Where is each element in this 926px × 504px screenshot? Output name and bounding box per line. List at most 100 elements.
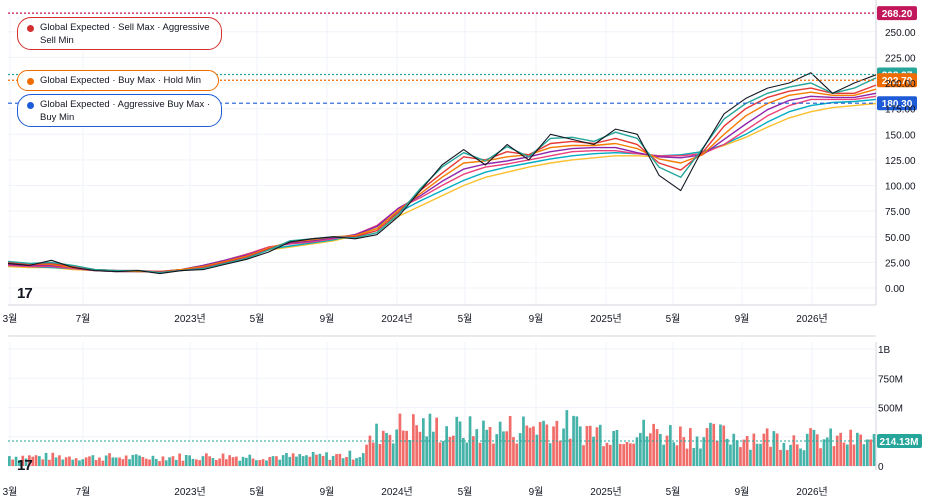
price-y-tick-label: 25.00	[885, 258, 910, 269]
volume-bar	[495, 434, 499, 466]
volume-bar	[225, 459, 228, 466]
volume-bar	[388, 434, 392, 466]
price-x-tick-label: 5월	[458, 313, 473, 325]
volume-bar	[582, 445, 585, 466]
volume-bar	[508, 416, 512, 466]
volume-bar	[174, 459, 178, 466]
price-y-tick-label: 150.00	[885, 130, 916, 141]
volume-bar	[525, 425, 529, 466]
volume-bar	[779, 449, 782, 466]
legend-label-sell: Global Expected · Sell Max · Aggressive …	[40, 22, 210, 46]
volume-bar	[248, 454, 252, 466]
volume-bar	[715, 441, 719, 466]
volume-bar	[872, 434, 876, 466]
volume-bar	[492, 443, 495, 466]
volume-x-tick-label: 2026년	[796, 486, 827, 498]
volume-bar	[862, 444, 866, 466]
volume-bar	[412, 414, 415, 466]
volume-bar	[462, 438, 465, 466]
volume-bar	[141, 457, 145, 466]
volume-bar	[662, 444, 665, 466]
legend-sell-max[interactable]: Global Expected · Sell Max · Aggressive …	[17, 17, 222, 50]
volume-bar	[245, 457, 248, 466]
price-y-tick-label: 125.00	[885, 156, 916, 167]
volume-bar	[308, 456, 312, 466]
volume-bar	[485, 429, 489, 466]
volume-bar	[802, 450, 806, 466]
volume-bar	[168, 457, 171, 466]
volume-bar	[401, 430, 405, 466]
volume-bar	[81, 459, 85, 466]
volume-bar	[134, 454, 138, 466]
volume-bar	[271, 456, 275, 466]
volume-bar	[612, 431, 615, 466]
volume-bar	[31, 456, 35, 466]
volume-bar	[675, 445, 679, 466]
volume-bar	[705, 428, 709, 466]
volume-bar	[505, 431, 509, 466]
legend-dot-blue-icon	[27, 102, 34, 109]
volume-bar	[144, 458, 148, 466]
volume-bar	[325, 452, 328, 466]
volume-bar	[442, 441, 445, 466]
tradingview-logo-bottom: 17	[17, 457, 33, 474]
volume-bar	[659, 434, 662, 466]
volume-bar	[64, 457, 68, 466]
volume-bar	[512, 437, 515, 466]
price-y-tick-label: 225.00	[885, 53, 916, 64]
volume-bar	[438, 442, 442, 466]
volume-bar	[618, 443, 622, 466]
volume-bar	[689, 428, 692, 466]
volume-bar	[719, 424, 722, 466]
volume-bar	[832, 446, 836, 466]
price-y-tick-label: 75.00	[885, 207, 910, 218]
volume-bar	[538, 422, 542, 466]
volume-bar	[799, 448, 802, 466]
volume-x-tick-label: 2025년	[590, 486, 621, 498]
price-level-badge	[877, 6, 917, 21]
volume-bar	[622, 444, 625, 466]
volume-bar	[635, 437, 639, 466]
volume-bar	[422, 418, 425, 466]
price-x-tick-label: 9월	[529, 313, 544, 325]
volume-bar	[815, 434, 819, 466]
volume-bar	[211, 458, 215, 466]
volume-bar	[562, 428, 565, 466]
volume-y-tick-label: 1B	[878, 345, 891, 356]
volume-bar	[515, 443, 519, 466]
volume-bar	[331, 455, 335, 466]
volume-bar	[11, 459, 14, 466]
volume-bar	[578, 426, 582, 466]
volume-bar	[809, 428, 812, 466]
volume-x-tick-label: 9월	[735, 486, 750, 498]
volume-bar	[752, 433, 756, 466]
volume-bar	[785, 450, 789, 466]
volume-bar	[435, 417, 438, 466]
volume-bar	[301, 456, 305, 466]
volume-bar	[355, 458, 358, 466]
volume-bar	[98, 457, 101, 466]
volume-bar	[61, 459, 65, 466]
volume-bar	[131, 454, 135, 466]
volume-bar	[14, 456, 18, 466]
volume-bar	[181, 460, 185, 466]
volume-bar	[8, 456, 11, 466]
volume-bar	[24, 458, 28, 466]
volume-bar	[729, 444, 732, 466]
legend-dot-orange-icon	[27, 78, 34, 85]
volume-bar	[846, 444, 849, 466]
legend-buy-max[interactable]: Global Expected · Buy Max · Hold Min	[17, 70, 219, 91]
legend-aggressive-buy[interactable]: Global Expected · Aggressive Buy Max · B…	[17, 94, 222, 127]
volume-bar	[215, 460, 218, 466]
volume-bar	[385, 433, 388, 466]
volume-bar	[235, 456, 238, 466]
volume-bar	[114, 457, 118, 466]
volume-bar	[762, 433, 766, 466]
volume-bar	[68, 456, 71, 466]
volume-bar	[218, 458, 221, 466]
price-x-tick-label: 9월	[320, 313, 335, 325]
price-y-tick-label: 200.00	[885, 79, 916, 90]
volume-bar	[221, 453, 225, 466]
volume-bar	[415, 425, 418, 466]
